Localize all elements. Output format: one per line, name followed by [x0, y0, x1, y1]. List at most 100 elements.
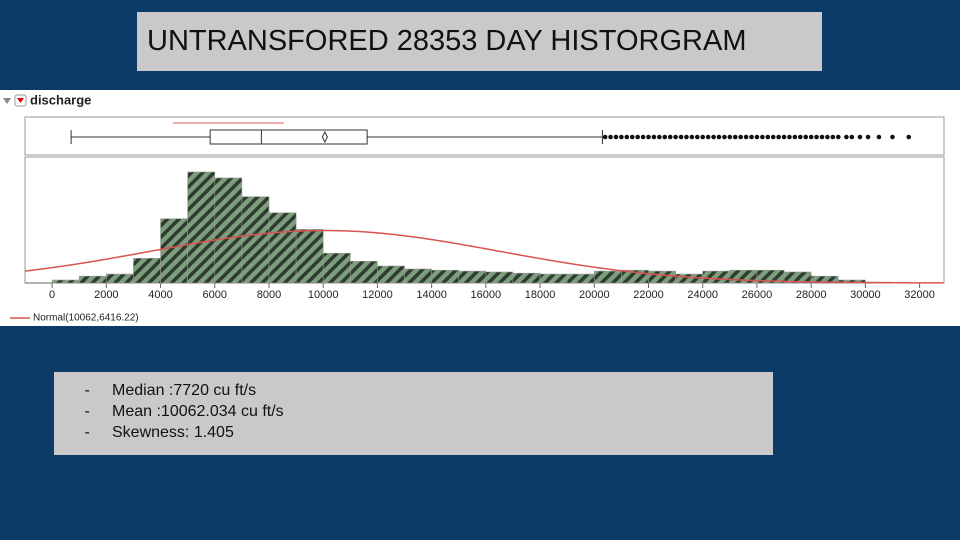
notes-box: Median :7720 cu ft/s Mean :10062.034 cu …	[54, 372, 773, 455]
bullet-list: Median :7720 cu ft/s Mean :10062.034 cu …	[54, 372, 773, 443]
outlier	[613, 134, 619, 140]
outlier	[835, 134, 841, 140]
x-tick-label: 16000	[471, 289, 502, 301]
outlier	[890, 134, 895, 140]
outlier	[657, 134, 662, 140]
outlier	[684, 134, 689, 140]
outlier	[754, 134, 760, 140]
legend-label: Normal(10062,6416.22)	[33, 313, 139, 324]
outlier	[857, 134, 863, 140]
chart: discharge 0 2000 4000 6000 8000 10000 12000 140…	[3, 92, 945, 324]
bar	[350, 260, 378, 284]
bar	[485, 271, 514, 284]
bar	[295, 229, 324, 284]
bullet: Mean :10062.034 cu ft/s	[112, 401, 773, 422]
bar	[566, 273, 595, 284]
outlier	[635, 134, 640, 140]
outlier	[608, 134, 613, 140]
bar	[241, 196, 270, 284]
x-tick-label: 8000	[257, 289, 281, 301]
outlier	[732, 134, 738, 140]
outlier	[803, 134, 809, 140]
outlier	[849, 134, 855, 140]
outlier	[787, 134, 792, 140]
outlier	[673, 134, 678, 140]
collapse-icon[interactable]	[3, 98, 11, 104]
bar	[539, 273, 568, 284]
normal-curve	[24, 229, 944, 284]
bar	[187, 171, 216, 284]
x-tick-label: 2000	[94, 289, 118, 301]
x-tick-label: 28000	[796, 289, 827, 301]
x-tick-label: 0	[49, 289, 55, 301]
outlier	[770, 134, 776, 140]
bar	[268, 212, 297, 284]
x-tick-label: 22000	[633, 289, 664, 301]
outlier	[651, 134, 657, 140]
slide-title: UNTRANSFORED 28353 DAY HISTORGRAM	[137, 12, 822, 71]
panel-title: discharge	[30, 92, 91, 107]
x-tick-label: 26000	[742, 289, 773, 301]
x-tick-label: 6000	[203, 289, 227, 301]
outlier	[825, 134, 830, 140]
x-tick-label: 18000	[525, 289, 556, 301]
outlier	[876, 134, 882, 140]
outlier	[602, 134, 608, 140]
x-tick-label: 12000	[362, 289, 393, 301]
x-tick-label: 4000	[148, 289, 172, 301]
bar	[810, 275, 839, 284]
outlier	[792, 134, 798, 140]
outlier	[722, 134, 727, 140]
bullet: Skewness: 1.405	[112, 422, 773, 443]
box	[209, 129, 368, 145]
outlier	[624, 134, 630, 140]
outlier	[640, 134, 646, 140]
bar	[51, 279, 80, 284]
outlier	[695, 134, 700, 140]
bar	[458, 270, 487, 284]
x-tick-label: 10000	[308, 289, 339, 301]
bullet: Median :7720 cu ft/s	[112, 380, 773, 401]
x-tick-label: 30000	[850, 289, 881, 301]
bar	[133, 258, 161, 284]
outlier	[689, 134, 695, 140]
menu-arrow	[17, 98, 24, 103]
bar	[404, 268, 432, 284]
outlier	[776, 134, 781, 140]
outlier	[646, 134, 651, 140]
x-tick-label: 14000	[416, 289, 447, 301]
boxplot-frame	[24, 116, 945, 156]
x-tick-label: 20000	[579, 289, 610, 301]
outlier	[798, 134, 803, 140]
outlier	[716, 134, 722, 140]
outlier	[738, 134, 743, 140]
x-tick-label: 32000	[904, 289, 935, 301]
outlier	[743, 134, 749, 140]
outlier	[865, 134, 871, 140]
outlier	[814, 134, 819, 140]
outlier	[844, 134, 849, 140]
outlier	[765, 134, 771, 140]
outlier	[629, 134, 635, 140]
outlier	[667, 134, 673, 140]
bar	[322, 252, 351, 284]
outlier	[781, 134, 787, 140]
bar	[377, 265, 405, 284]
outlier	[700, 134, 706, 140]
bar	[593, 270, 622, 284]
outlier	[760, 134, 765, 140]
outlier	[749, 134, 754, 140]
bar	[78, 275, 107, 284]
chart-panel: discharge 0 2000 4000 6000 8000 10000 12000 140…	[0, 90, 960, 326]
bar	[214, 177, 243, 284]
mean-diamond	[321, 130, 328, 144]
bar	[702, 270, 731, 284]
outlier	[906, 134, 912, 140]
outlier	[727, 134, 733, 140]
outlier	[619, 134, 624, 140]
bar	[648, 270, 676, 284]
outlier	[678, 134, 684, 140]
outlier	[830, 134, 836, 140]
outlier	[662, 134, 668, 140]
bar	[106, 273, 134, 284]
